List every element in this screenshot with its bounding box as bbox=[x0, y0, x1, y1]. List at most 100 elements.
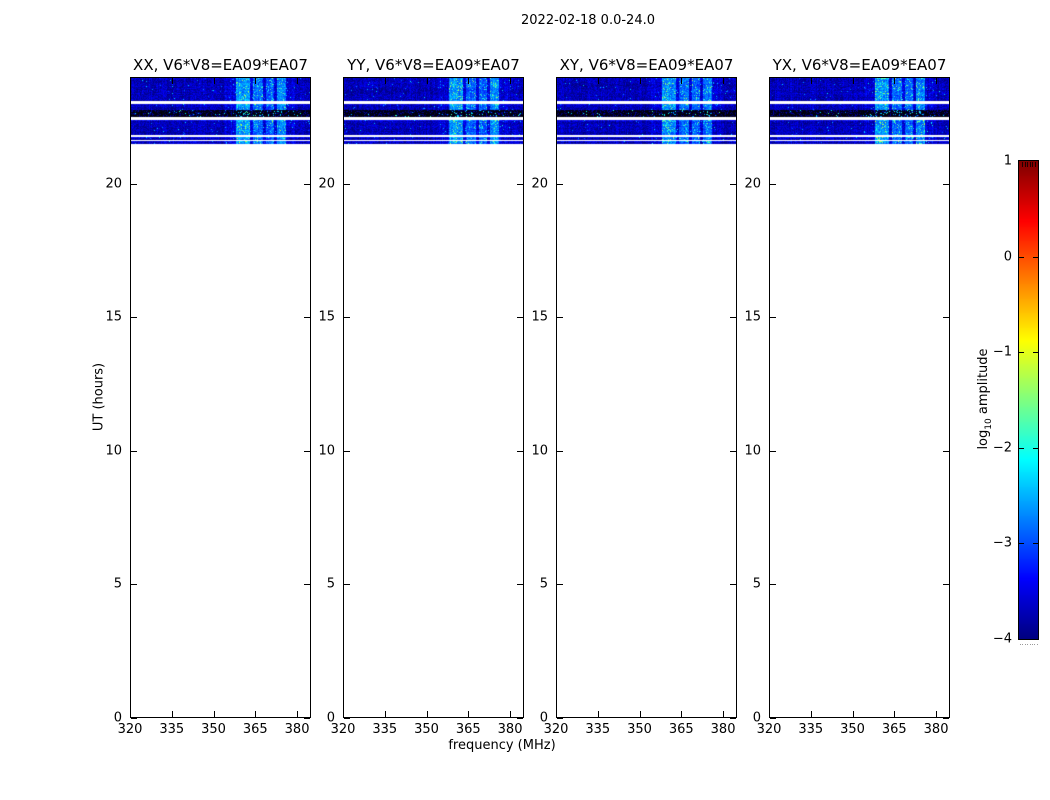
y-tick-label: 5 bbox=[539, 576, 548, 592]
y-tick-mark bbox=[770, 317, 776, 319]
x-tick-mark bbox=[343, 711, 344, 717]
y-tick-mark bbox=[304, 450, 310, 452]
y-tick-mark bbox=[344, 183, 350, 185]
colorbar-tick-mark bbox=[1019, 447, 1024, 449]
x-tick-mark bbox=[894, 711, 896, 717]
x-tick-mark bbox=[130, 711, 131, 717]
spectrogram-canvas-xy bbox=[556, 77, 737, 718]
x-tick-mark bbox=[723, 711, 725, 717]
y-tick-label: 20 bbox=[744, 176, 761, 192]
y-tick-mark bbox=[517, 584, 523, 586]
panel-title-yx: YX, V6*V8=EA09*EA07 bbox=[772, 56, 947, 74]
colorbar-top-hatch bbox=[1032, 162, 1034, 167]
x-tick-mark bbox=[597, 78, 599, 84]
y-tick-mark bbox=[943, 718, 949, 719]
y-tick-mark bbox=[943, 450, 949, 452]
y-tick-label: 15 bbox=[744, 309, 761, 325]
y-tick-mark bbox=[943, 584, 949, 586]
colorbar-tick-mark bbox=[1033, 256, 1038, 258]
colorbar-bottom-dot bbox=[1020, 644, 1021, 645]
x-tick-mark bbox=[468, 78, 470, 84]
y-tick-mark bbox=[304, 183, 310, 185]
x-tick-label: 380 bbox=[497, 722, 523, 737]
y-tick-label: 5 bbox=[752, 576, 761, 592]
y-tick-mark bbox=[131, 450, 137, 452]
y-tick-mark bbox=[131, 584, 137, 586]
y-tick-mark bbox=[730, 317, 736, 319]
x-tick-label: 320 bbox=[543, 722, 569, 737]
y-tick-label: 10 bbox=[105, 443, 122, 459]
y-tick-mark bbox=[131, 317, 137, 319]
x-axis-label: frequency (MHz) bbox=[448, 738, 556, 753]
x-tick-label: 335 bbox=[372, 722, 398, 737]
x-tick-mark bbox=[894, 78, 896, 84]
x-tick-mark bbox=[255, 78, 257, 84]
x-tick-label: 350 bbox=[201, 722, 226, 737]
colorbar-tick-mark bbox=[1019, 256, 1024, 258]
y-tick-mark bbox=[131, 183, 137, 185]
y-tick-label: 15 bbox=[105, 309, 122, 325]
colorbar-tick-label: 0 bbox=[1003, 249, 1012, 265]
x-tick-label: 350 bbox=[627, 722, 652, 737]
y-tick-mark bbox=[517, 450, 523, 452]
colorbar-bottom-dot bbox=[1032, 644, 1033, 645]
panel-title-yy: YY, V6*V8=EA09*EA07 bbox=[347, 56, 520, 74]
spectrogram-canvas-yx bbox=[769, 77, 950, 718]
y-axis-label: UT (hours) bbox=[92, 363, 107, 431]
y-tick-mark bbox=[344, 450, 350, 452]
x-tick-label: 350 bbox=[414, 722, 439, 737]
x-tick-mark bbox=[426, 711, 428, 717]
y-tick-mark bbox=[557, 584, 563, 586]
x-tick-label: 320 bbox=[756, 722, 782, 737]
colorbar-tick-label: 1 bbox=[1003, 153, 1012, 169]
spectrogram-canvas-xx bbox=[130, 77, 311, 718]
y-tick-mark bbox=[517, 317, 523, 319]
x-tick-mark bbox=[255, 711, 257, 717]
y-tick-mark bbox=[770, 183, 776, 185]
x-tick-mark bbox=[810, 711, 812, 717]
colorbar-tick-mark bbox=[1033, 447, 1038, 449]
x-tick-mark bbox=[810, 78, 812, 84]
x-tick-label: 320 bbox=[117, 722, 143, 737]
x-tick-mark bbox=[171, 711, 173, 717]
y-tick-mark bbox=[131, 718, 137, 719]
y-tick-label: 0 bbox=[539, 710, 548, 726]
colorbar-bottom-dot bbox=[1034, 644, 1036, 645]
figure-title: 2022-02-18 0.0-24.0 bbox=[521, 13, 655, 28]
y-tick-mark bbox=[730, 450, 736, 452]
x-tick-label: 365 bbox=[668, 722, 694, 737]
colorbar-bottom-dot bbox=[1029, 644, 1031, 645]
colorbar-tick-label: −1 bbox=[992, 344, 1012, 360]
colorbar-tick-label: −4 bbox=[992, 631, 1012, 647]
y-tick-mark bbox=[730, 718, 736, 719]
y-tick-label: 20 bbox=[531, 176, 548, 192]
y-tick-mark bbox=[304, 317, 310, 319]
colorbar-label: log10 amplitude bbox=[976, 348, 994, 449]
x-tick-mark bbox=[639, 78, 641, 84]
y-tick-label: 0 bbox=[752, 710, 761, 726]
y-tick-mark bbox=[344, 584, 350, 586]
panel-title-xx: XX, V6*V8=EA09*EA07 bbox=[133, 56, 308, 74]
x-tick-mark bbox=[936, 711, 938, 717]
colorbar-bottom-dot bbox=[1036, 644, 1038, 645]
x-tick-mark bbox=[769, 711, 770, 717]
x-tick-label: 380 bbox=[284, 722, 310, 737]
x-tick-mark bbox=[556, 78, 557, 84]
x-tick-mark bbox=[639, 711, 641, 717]
x-tick-label: 335 bbox=[159, 722, 185, 737]
colorbar-tick-mark bbox=[1033, 543, 1038, 545]
panel-yy: YY, V6*V8=EA09*EA07 320 335 350 365 380 0 5 10 1… bbox=[318, 56, 524, 737]
y-tick-mark bbox=[517, 718, 523, 719]
colorbar-tick-mark bbox=[1033, 352, 1038, 354]
x-tick-mark bbox=[343, 78, 344, 84]
x-tick-mark bbox=[681, 711, 683, 717]
y-tick-mark bbox=[943, 317, 949, 319]
x-tick-label: 380 bbox=[923, 722, 949, 737]
colorbar-top-hatch bbox=[1024, 162, 1026, 167]
y-tick-mark bbox=[344, 317, 350, 319]
y-tick-mark bbox=[517, 183, 523, 185]
colorbar-tick-label: −3 bbox=[992, 535, 1012, 551]
y-tick-mark bbox=[344, 718, 350, 719]
x-tick-mark bbox=[213, 78, 215, 84]
